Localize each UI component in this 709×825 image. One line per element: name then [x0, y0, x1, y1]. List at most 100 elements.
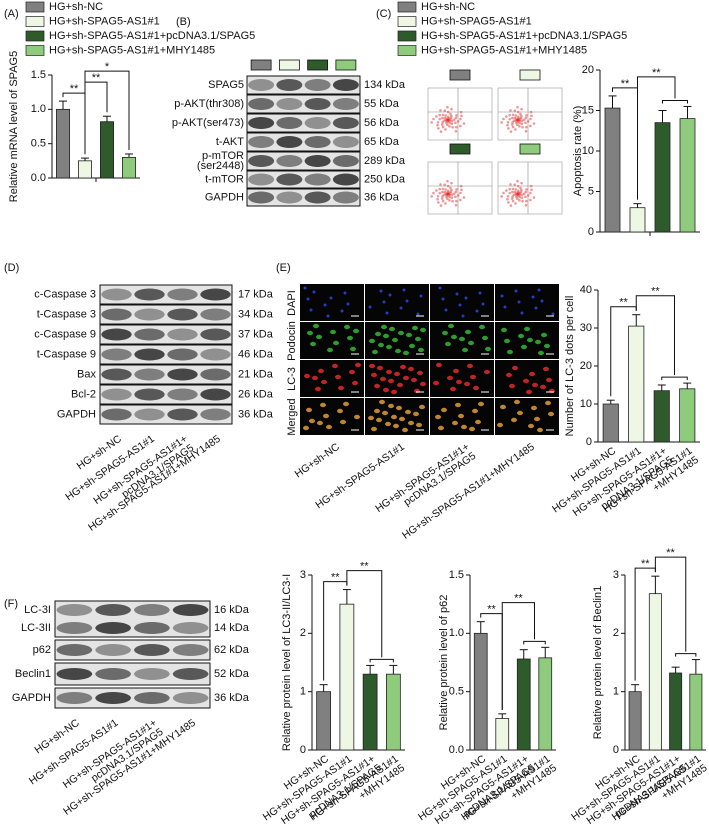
significance-bracket [346, 570, 394, 663]
blot-label: t-AKT [216, 136, 244, 148]
blot-band [134, 644, 170, 656]
panel-label: (F) [4, 598, 18, 610]
error-bar [519, 649, 528, 659]
error-bar [658, 110, 667, 123]
flow-dot [524, 129, 528, 133]
flow-dot [525, 199, 528, 203]
y-axis-title: Apoptosis rate (%) [572, 106, 584, 196]
legend-label: HG+sh-SPAG5-AS1#1+pcDNA3.1/SPAG5 [49, 30, 255, 42]
cell-signal [438, 286, 442, 290]
blot-band [56, 668, 93, 680]
blot-band [95, 622, 131, 634]
blot-frame [99, 404, 233, 425]
blot-band [200, 368, 231, 381]
cell-signal [436, 362, 442, 368]
cell-signal [343, 401, 349, 407]
y-tick-label: 1 [300, 686, 306, 698]
cell-signal [403, 350, 409, 356]
cell-signal [307, 330, 313, 336]
error-bar [541, 646, 550, 658]
flow-dot [438, 117, 442, 121]
flow-dot [526, 194, 530, 197]
flow-dot [515, 195, 518, 199]
cell-signal [521, 344, 527, 350]
blot-frame [99, 384, 233, 405]
legend-label: HG+sh-NC [421, 1, 475, 13]
flow-dot [502, 191, 505, 195]
y-tick-label: 2 [300, 627, 306, 639]
cell-signal [548, 411, 554, 417]
blot-kda: 21 kDa [238, 368, 274, 380]
flow-dot [508, 187, 512, 191]
y-tick-label: 1.5 [449, 569, 464, 581]
error-bar [366, 664, 375, 675]
y-tick-label: 0.0 [449, 744, 464, 756]
flow-dot [510, 116, 514, 120]
cell-signal [517, 300, 521, 304]
cell-signal [531, 405, 537, 411]
significance-label: ** [360, 560, 369, 572]
flow-dot [515, 121, 518, 125]
y-tick-label: 0 [300, 744, 306, 756]
flow-dot [441, 125, 445, 129]
cell-signal [326, 424, 332, 430]
cell-signal [433, 380, 439, 386]
significance-label: * [105, 61, 110, 73]
flow-dot [510, 123, 514, 126]
y-tick-label: 10 [582, 145, 594, 157]
flow-dot [450, 181, 453, 185]
blot-label: p62 [33, 644, 51, 656]
cell-signal [451, 334, 457, 340]
bar [385, 673, 401, 751]
blot-kda: 289 kDa [364, 155, 406, 167]
error-bar [389, 664, 398, 675]
cell-signal [381, 324, 387, 330]
flow-dot [510, 190, 514, 194]
flow-dot [518, 192, 522, 195]
bar [628, 691, 642, 751]
cell-signal [379, 289, 383, 293]
cell-signal [406, 332, 412, 338]
flow-dot [432, 191, 435, 195]
flow-dot [437, 127, 440, 130]
flow-dot [430, 121, 433, 124]
blot-band [95, 668, 131, 680]
cell-signal [379, 399, 385, 405]
blot-label: p-AKT(ser473) [172, 117, 244, 129]
blot-band [95, 644, 131, 656]
flow-dot [459, 110, 463, 114]
cell-signal [385, 311, 389, 315]
cell-signal [397, 382, 403, 388]
micrograph [300, 360, 364, 397]
cell-signal [413, 411, 419, 417]
cell-signal [416, 312, 420, 316]
bracket [346, 570, 383, 658]
micrograph [300, 322, 364, 359]
flow-dot [520, 114, 523, 118]
flow-dot [439, 204, 443, 207]
legend-swatch [25, 45, 45, 56]
y-tick-label: 3 [300, 569, 306, 581]
blot-band [304, 79, 331, 91]
bar [495, 718, 510, 751]
flow-dot [529, 198, 532, 202]
flow-dot [454, 121, 457, 125]
cell-signal [392, 337, 398, 343]
bar [654, 122, 671, 233]
cell-signal [309, 308, 313, 312]
blot-band [134, 348, 165, 361]
flow-plot [497, 87, 563, 141]
flow-dot [443, 109, 447, 113]
blot-band [134, 288, 165, 301]
legend-swatch [25, 16, 45, 27]
flow-dot [514, 192, 518, 196]
blot-label: SPAG5 [208, 79, 244, 91]
cell-signal [405, 299, 409, 303]
blot-band [304, 117, 331, 129]
flow-dot [514, 114, 518, 117]
bar [628, 325, 645, 443]
flow-dot [444, 118, 448, 122]
legend-swatch [25, 1, 45, 13]
blot-label: t-Caspase 3 [37, 308, 96, 320]
panel-label: (C) [376, 8, 391, 20]
